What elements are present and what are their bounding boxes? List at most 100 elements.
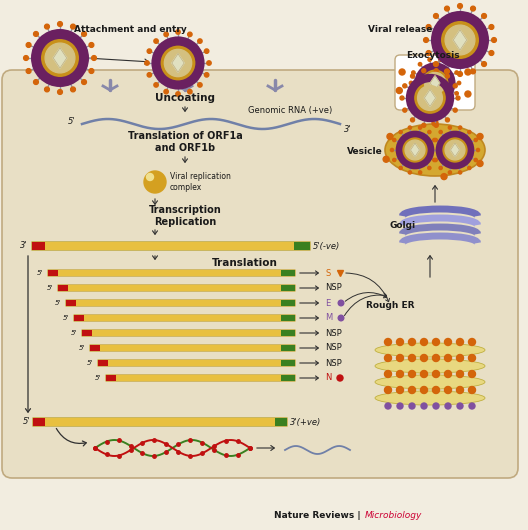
Circle shape [34, 80, 39, 84]
Circle shape [58, 90, 62, 94]
Text: Exocytosis: Exocytosis [406, 50, 460, 59]
Circle shape [448, 63, 451, 66]
Text: Nature Reviews |: Nature Reviews | [274, 511, 364, 520]
Circle shape [409, 403, 415, 409]
Circle shape [457, 386, 464, 393]
Circle shape [468, 339, 476, 346]
Circle shape [445, 25, 475, 55]
Circle shape [433, 403, 439, 409]
Circle shape [448, 100, 451, 103]
Circle shape [418, 66, 452, 100]
Circle shape [448, 126, 451, 129]
Bar [32, 242, 45, 250]
Bar [281, 315, 295, 321]
Circle shape [477, 161, 483, 166]
Circle shape [457, 403, 463, 409]
FancyBboxPatch shape [2, 70, 518, 478]
Bar [281, 285, 295, 291]
Circle shape [457, 371, 463, 377]
Text: NSP: NSP [325, 329, 342, 338]
Circle shape [458, 4, 463, 8]
Circle shape [146, 173, 154, 181]
Circle shape [434, 138, 437, 142]
Circle shape [468, 370, 476, 377]
Circle shape [399, 134, 431, 166]
FancyBboxPatch shape [82, 330, 295, 337]
Circle shape [385, 371, 391, 377]
Circle shape [409, 81, 413, 85]
Circle shape [89, 42, 94, 47]
Circle shape [433, 387, 439, 393]
Circle shape [432, 158, 436, 162]
Circle shape [470, 6, 475, 11]
Circle shape [409, 387, 415, 393]
Circle shape [34, 32, 39, 37]
Circle shape [434, 158, 437, 162]
Circle shape [439, 105, 442, 108]
Circle shape [445, 386, 451, 393]
Circle shape [419, 126, 422, 129]
Bar [33, 418, 45, 426]
Circle shape [187, 32, 192, 37]
Text: NSP: NSP [325, 284, 342, 293]
Circle shape [147, 49, 152, 54]
Circle shape [384, 339, 391, 346]
Circle shape [418, 100, 422, 103]
Text: 3': 3' [344, 126, 352, 135]
FancyBboxPatch shape [74, 315, 295, 321]
Text: 5': 5' [95, 375, 101, 381]
Circle shape [409, 339, 416, 346]
Ellipse shape [375, 375, 485, 389]
Text: 5': 5' [79, 345, 85, 351]
Circle shape [397, 355, 403, 361]
Text: Attachment and entry: Attachment and entry [73, 25, 186, 34]
FancyBboxPatch shape [33, 418, 287, 427]
Circle shape [420, 386, 428, 393]
Circle shape [397, 403, 403, 409]
Circle shape [422, 123, 426, 127]
Circle shape [154, 83, 158, 87]
Polygon shape [450, 143, 459, 157]
Circle shape [26, 68, 31, 74]
Circle shape [476, 148, 479, 152]
Circle shape [439, 58, 442, 61]
Circle shape [204, 49, 209, 54]
Circle shape [432, 370, 439, 377]
Text: NSP: NSP [325, 343, 342, 352]
Circle shape [397, 371, 403, 377]
Circle shape [144, 171, 166, 193]
Circle shape [457, 387, 463, 393]
Circle shape [403, 108, 407, 112]
Circle shape [457, 81, 461, 85]
Circle shape [91, 56, 97, 60]
Circle shape [409, 370, 416, 377]
Bar [281, 330, 295, 336]
Circle shape [420, 370, 428, 377]
Bar [294, 242, 310, 250]
Circle shape [439, 134, 471, 166]
Text: Vesicle: Vesicle [347, 147, 383, 156]
Circle shape [58, 22, 62, 26]
Text: Rough ER: Rough ER [366, 301, 414, 310]
Circle shape [197, 83, 202, 87]
Circle shape [197, 39, 202, 43]
Circle shape [385, 355, 391, 361]
Circle shape [477, 134, 483, 139]
Polygon shape [453, 30, 467, 50]
Ellipse shape [375, 359, 485, 373]
Bar [281, 345, 295, 351]
Circle shape [408, 126, 411, 129]
Text: M: M [325, 314, 332, 322]
Circle shape [154, 39, 158, 43]
Circle shape [384, 370, 391, 377]
Text: Translation of ORF1a
and ORF1b: Translation of ORF1a and ORF1b [128, 131, 242, 153]
Circle shape [383, 156, 389, 162]
Circle shape [469, 387, 475, 393]
Bar [281, 300, 295, 306]
Circle shape [455, 92, 458, 95]
Circle shape [89, 68, 94, 74]
FancyBboxPatch shape [32, 242, 310, 250]
Circle shape [430, 148, 433, 152]
Circle shape [468, 355, 476, 361]
Circle shape [397, 339, 403, 346]
